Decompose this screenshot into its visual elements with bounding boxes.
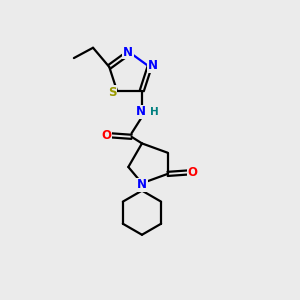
Text: O: O bbox=[188, 166, 198, 179]
Text: N: N bbox=[137, 178, 147, 191]
Text: N: N bbox=[148, 59, 158, 72]
Text: S: S bbox=[108, 85, 117, 99]
Text: O: O bbox=[101, 129, 111, 142]
Text: N: N bbox=[123, 46, 133, 59]
Text: N: N bbox=[135, 105, 146, 118]
Text: H: H bbox=[150, 107, 159, 117]
